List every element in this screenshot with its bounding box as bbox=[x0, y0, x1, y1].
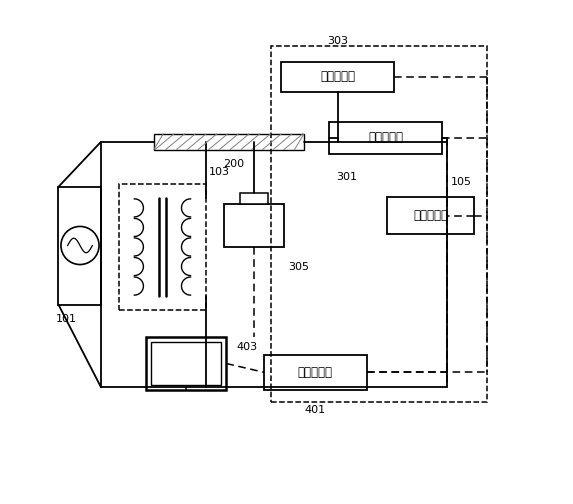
Text: 305: 305 bbox=[288, 262, 309, 272]
Bar bbox=[240, 194, 268, 205]
Bar bbox=[329, 121, 442, 154]
Bar bbox=[387, 197, 474, 234]
Text: 103: 103 bbox=[209, 167, 230, 177]
Text: 정보제공부: 정보제공부 bbox=[298, 366, 333, 379]
Text: 101: 101 bbox=[56, 314, 77, 324]
Bar bbox=[224, 205, 284, 247]
Text: 전류측정부: 전류측정부 bbox=[368, 132, 403, 145]
Text: 403: 403 bbox=[237, 342, 257, 352]
Bar bbox=[281, 61, 394, 92]
Text: 온도센서부: 온도센서부 bbox=[320, 70, 355, 83]
Text: 200: 200 bbox=[223, 159, 245, 169]
Bar bbox=[264, 355, 367, 390]
Bar bbox=[272, 46, 487, 402]
Bar bbox=[119, 184, 206, 309]
Text: 전류조절부: 전류조절부 bbox=[413, 209, 448, 222]
Text: 401: 401 bbox=[305, 405, 326, 415]
Text: 105: 105 bbox=[451, 177, 472, 187]
Bar bbox=[151, 342, 221, 385]
Bar bbox=[146, 337, 226, 390]
Bar bbox=[58, 187, 101, 304]
Bar bbox=[154, 134, 304, 150]
Text: 301: 301 bbox=[336, 172, 358, 182]
Text: 303: 303 bbox=[327, 36, 348, 46]
